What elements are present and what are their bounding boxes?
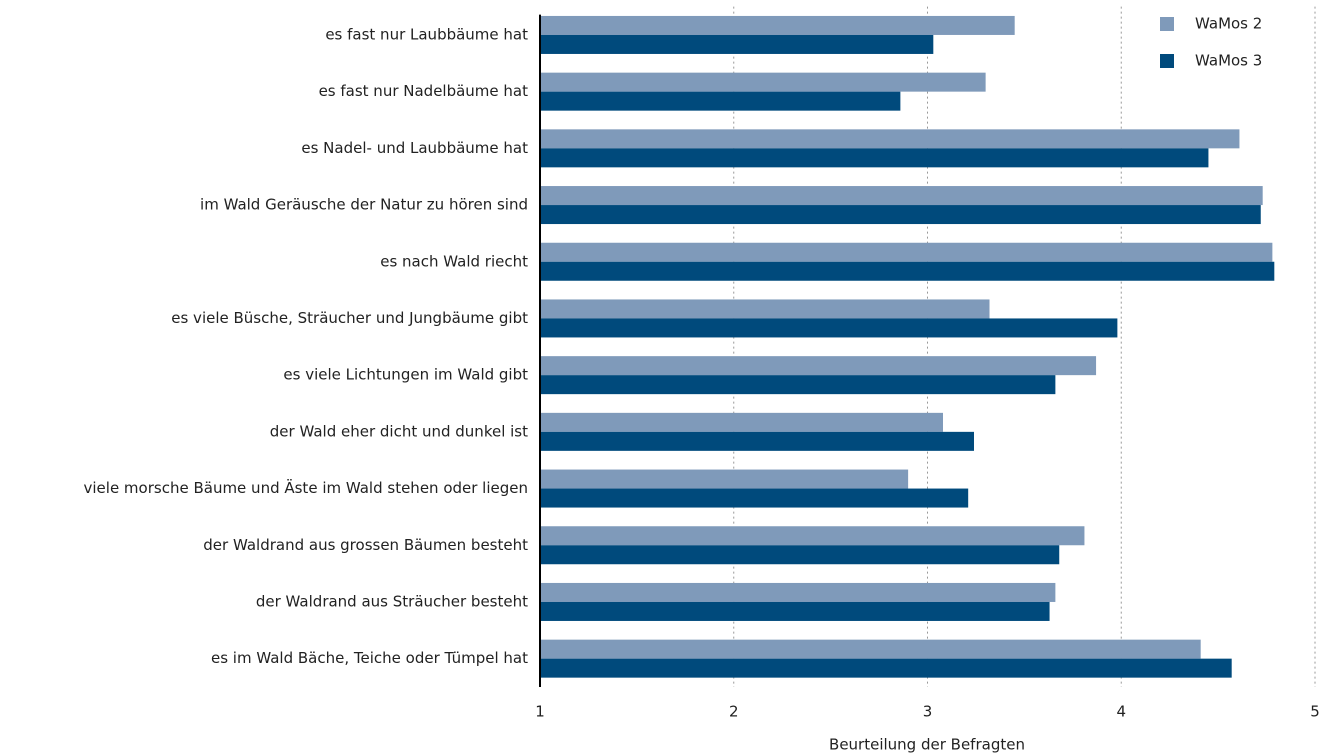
y-tick-label: es viele Lichtungen im Wald gibt	[283, 366, 528, 384]
bar	[540, 526, 1085, 546]
x-axis-label: Beurteilung der Befragten	[829, 736, 1025, 754]
bar	[540, 129, 1240, 149]
bar	[540, 582, 1056, 602]
y-tick-label: es fast nur Laubbäume hat	[325, 25, 528, 43]
y-tick-label: es im Wald Bäche, Teiche oder Tümpel hat	[211, 649, 528, 667]
bar	[540, 91, 901, 111]
bar	[540, 412, 943, 432]
bar	[540, 545, 1060, 565]
legend-label: WaMos 3	[1195, 52, 1262, 70]
y-tick-label: der Waldrand aus grossen Bäumen besteht	[203, 536, 528, 554]
y-tick-label: der Wald eher dicht und dunkel ist	[270, 422, 528, 440]
bar	[540, 639, 1201, 659]
bar	[540, 431, 974, 451]
legend-swatch	[1160, 54, 1174, 68]
bar	[540, 488, 969, 508]
bar	[540, 658, 1232, 678]
bar	[540, 299, 990, 319]
bar	[540, 261, 1275, 281]
y-tick-label: im Wald Geräusche der Natur zu hören sin…	[200, 196, 528, 214]
y-tick-label: der Waldrand aus Sträucher besteht	[256, 592, 528, 610]
bar	[540, 601, 1050, 621]
y-tick-label: es nach Wald riecht	[380, 252, 528, 270]
bar	[540, 356, 1097, 376]
bar	[540, 15, 1015, 35]
x-tick-label: 2	[729, 703, 739, 721]
x-tick-label: 5	[1310, 703, 1320, 721]
y-tick-label: es fast nur Nadelbäume hat	[319, 82, 529, 100]
bar	[540, 375, 1056, 395]
bar	[540, 34, 934, 54]
x-tick-label: 1	[535, 703, 545, 721]
y-tick-label: es viele Büsche, Sträucher und Jungbäume…	[171, 309, 528, 327]
legend-label: WaMos 2	[1195, 15, 1262, 33]
bar	[540, 148, 1209, 168]
y-tick-label: viele morsche Bäume und Äste im Wald ste…	[84, 478, 529, 497]
legend-swatch	[1160, 17, 1174, 31]
bar	[540, 242, 1273, 262]
x-tick-label: 4	[1116, 703, 1126, 721]
x-tick-label: 3	[923, 703, 933, 721]
bar	[540, 469, 909, 489]
bar	[540, 205, 1261, 225]
bar	[540, 72, 986, 92]
bar	[540, 318, 1118, 338]
bar	[540, 186, 1263, 206]
y-tick-label: es Nadel- und Laubbäume hat	[301, 139, 528, 157]
